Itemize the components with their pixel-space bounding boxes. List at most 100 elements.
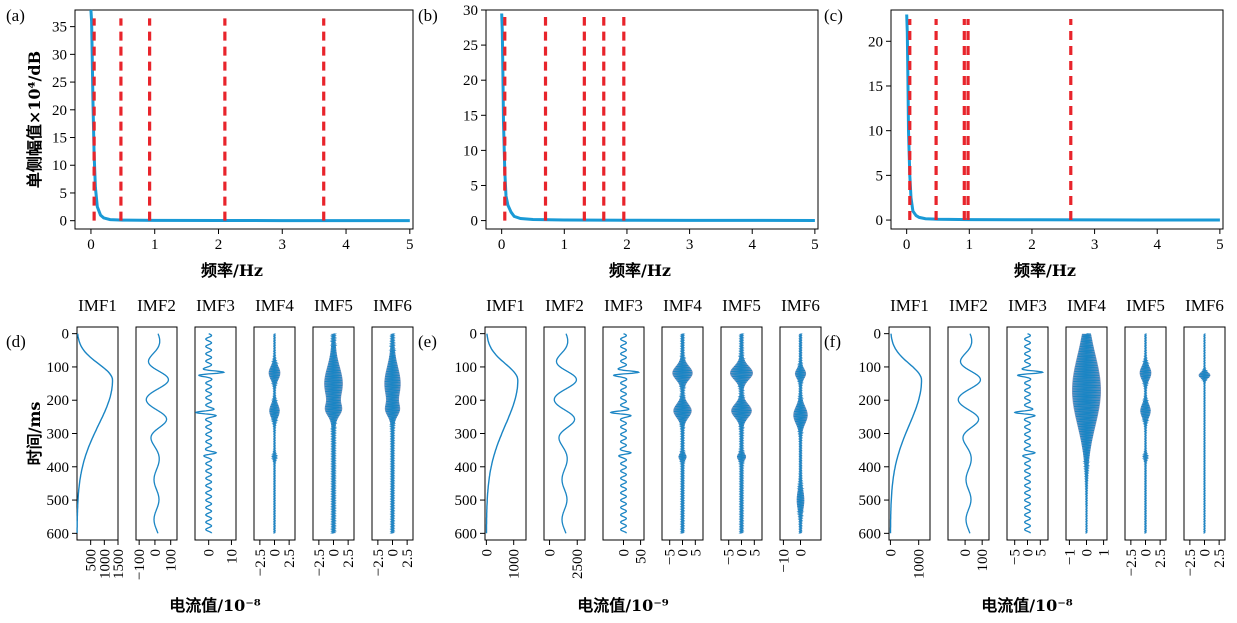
x-tick-label: 5 — [688, 549, 704, 557]
x-tick-label: −100 — [132, 549, 148, 580]
x-tick-label: 4 — [748, 237, 756, 253]
y-tick-label: 30 — [463, 3, 478, 19]
y-tick-label: 5 — [876, 168, 884, 184]
plot-frame — [194, 326, 237, 541]
y-tick-label: 20 — [868, 34, 883, 50]
x-tick-label: 0 — [386, 549, 402, 557]
x-axis-label: 频率/Hz — [609, 261, 671, 280]
y-tick-label: 300 — [859, 427, 882, 443]
x-tick-label: 0 — [958, 549, 974, 557]
y-tick-label: 500 — [47, 493, 70, 509]
x-tick-label: 1 — [561, 237, 569, 253]
imf-title: IMF5 — [722, 296, 761, 315]
y-tick-label: 200 — [455, 393, 478, 409]
x-tick-label: −2.5 — [1183, 549, 1199, 576]
imf-panel-imf1: IMF1 0 1000 — [883, 296, 931, 579]
x-tick-label: −2.5 — [1124, 549, 1140, 576]
x-tick-label: 0 — [903, 237, 911, 253]
y-tick-label: 15 — [52, 131, 67, 147]
y-tick-label: 400 — [859, 460, 882, 476]
x-tick-label: 0 — [202, 549, 218, 557]
imf-trace — [1198, 333, 1211, 534]
x-tick-label: 0 — [1021, 549, 1037, 557]
x-tick-label: −2.5 — [312, 549, 328, 576]
imf-trace — [194, 333, 226, 534]
y-tick-label: 400 — [455, 460, 478, 476]
imf-trace — [730, 333, 753, 534]
x-tick-label: −5 — [1008, 549, 1024, 565]
x-tick-label: 500 — [84, 549, 100, 572]
spectrum-panel-1: (b) 0 1 2 3 4 5 0 5 10 15 20 25 30 频率/Hz — [418, 3, 819, 280]
imf-title: IMF4 — [255, 296, 294, 315]
spectrum-line — [500, 13, 815, 222]
imf-title: IMF3 — [604, 296, 643, 315]
y-tick-label: 300 — [455, 427, 478, 443]
x-tick-label: 5 — [1216, 237, 1224, 253]
x-tick-label: 5 — [747, 549, 763, 557]
y-tick-label: 0 — [470, 327, 478, 343]
x-axis-label: 频率/Hz — [201, 261, 263, 280]
plot-frame — [135, 326, 178, 541]
x-tick-label: −1 — [1062, 549, 1078, 565]
imf-title: IMF6 — [1185, 296, 1224, 315]
imf-title: IMF3 — [196, 296, 235, 315]
x-tick-label: 50 — [634, 549, 650, 564]
y-tick-label: 10 — [868, 124, 883, 140]
x-tick-label: 100 — [164, 549, 180, 572]
imf-panel-imf5: IMF5 −2.502.5 — [1124, 296, 1169, 576]
plot-frame — [76, 326, 119, 541]
x-tick-label: 0 — [148, 549, 164, 557]
imf-trace — [672, 333, 693, 534]
y-tick-label: 25 — [463, 38, 478, 54]
y-tick-label: 0 — [62, 327, 70, 343]
imf-panel-imf6: IMF6 −2.502.5 — [371, 296, 416, 576]
x-tick-label: 3 — [686, 237, 694, 253]
x-tick-label: −5 — [722, 549, 738, 565]
x-tick-label: −2.5 — [371, 549, 387, 576]
imf-panel-imf3: IMF3 0 50 — [602, 296, 650, 564]
y-tick-label: 0 — [60, 214, 68, 230]
y-tick-label: 25 — [52, 75, 67, 91]
y-tick-label: 100 — [455, 360, 478, 376]
y-tick-label: 20 — [463, 73, 478, 89]
imf-panel-imf2: IMF2 −100 0 100 — [132, 296, 180, 580]
x-tick-label: 2500 — [570, 549, 586, 579]
x-tick-label: 2.5 — [1153, 549, 1169, 568]
imf-title: IMF1 — [78, 296, 117, 315]
panel-label: (f) — [824, 332, 841, 351]
imf-title: IMF1 — [486, 296, 525, 315]
imf-panel-imf2: IMF2 0 100 — [947, 296, 991, 572]
x-tick-label: 1000 — [912, 549, 928, 579]
x-tick-label: 0 — [327, 549, 343, 557]
x-tick-label: 0 — [87, 237, 95, 253]
x-tick-label: 2.5 — [1212, 549, 1228, 568]
y-tick-label: 0 — [876, 213, 884, 229]
x-tick-label: 3 — [1091, 237, 1099, 253]
y-tick-label: 10 — [52, 158, 67, 174]
plot-frame — [888, 326, 931, 541]
x-tick-label: 5 — [811, 237, 819, 253]
y-tick-label: 35 — [52, 20, 67, 36]
y-tick-label: 100 — [47, 360, 70, 376]
imf-title: IMF3 — [1008, 296, 1047, 315]
x-tick-label: 2.5 — [400, 549, 416, 568]
imf-title: IMF6 — [781, 296, 820, 315]
imf-title: IMF2 — [137, 296, 176, 315]
x-tick-label: 2 — [215, 237, 223, 253]
x-axis-label: 频率/Hz — [1014, 261, 1076, 280]
imf-trace — [1072, 333, 1101, 534]
x-tick-label: 10 — [224, 549, 240, 564]
y-tick-label: 15 — [463, 108, 478, 124]
imf-panel-imf6: IMF6 −2.502.5 — [1183, 296, 1228, 576]
x-tick-label: 1000 — [507, 549, 523, 579]
imf-title: IMF4 — [663, 296, 702, 315]
imf-trace — [268, 333, 281, 534]
x-tick-label: 0 — [676, 549, 692, 557]
imf-trace — [793, 333, 808, 534]
y-tick-label: 200 — [47, 393, 70, 409]
x-tick-label: 1 — [966, 237, 974, 253]
x-tick-label: −2.5 — [253, 549, 269, 576]
imf-panel-imf4: IMF4 −2.502.5 — [253, 296, 298, 576]
